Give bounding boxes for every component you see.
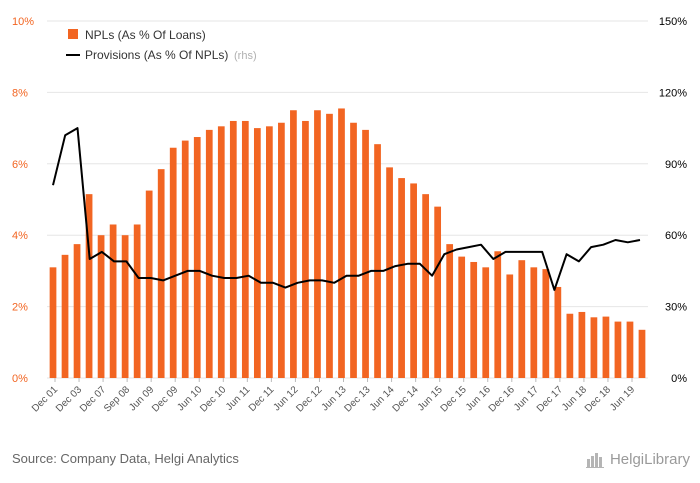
legend-label-provisions: Provisions (As % Of NPLs) (85, 48, 228, 62)
npl-bar (410, 183, 417, 378)
npl-bar (290, 110, 297, 378)
y-right-tick-label: 120% (659, 87, 687, 99)
npl-bar (133, 224, 141, 378)
npl-bar (121, 235, 129, 378)
y-right-tick-label: 150% (659, 16, 687, 28)
npl-bar (530, 267, 538, 378)
npl-bar (97, 235, 105, 378)
x-tick-label: Dec 17 (535, 384, 565, 414)
npl-bar (566, 313, 574, 378)
npl-bar (422, 194, 429, 378)
x-tick-label: Dec 18 (583, 384, 613, 414)
brand-logo[interactable]: HelgiLibrary (585, 450, 690, 468)
y-right-tick-label: 60% (665, 230, 687, 242)
npl-bar (193, 137, 201, 378)
npl-bar (229, 120, 237, 379)
library-icon (585, 453, 604, 468)
npl-bar (446, 244, 454, 378)
x-tick-label: Dec 09 (150, 384, 180, 414)
y-left-tick-label: 2% (12, 302, 28, 314)
npl-bar (217, 126, 225, 378)
x-tick-label: Dec 14 (391, 384, 421, 414)
npl-bar (253, 128, 261, 378)
x-tick-label: Dec 16 (487, 384, 517, 414)
npl-bar (350, 122, 357, 379)
npl-bar (169, 147, 177, 378)
source-note: Source: Company Data, Helgi Analytics (12, 451, 239, 466)
npl-bar (494, 251, 502, 378)
npl-bar (362, 129, 369, 378)
legend-swatch-npl (68, 29, 78, 39)
y-left-tick-label: 8% (12, 87, 28, 99)
npl-bar (638, 329, 646, 378)
y-right-tick-label: 90% (665, 159, 687, 171)
npl-bar (626, 321, 634, 378)
npl-bar (614, 321, 622, 378)
npl-bar (145, 190, 153, 378)
npl-bar (266, 126, 273, 378)
x-tick-label: Dec 13 (342, 384, 372, 414)
npl-bar (434, 206, 442, 378)
npl-bar (386, 167, 393, 378)
npl-bar (241, 120, 249, 379)
npl-bar (181, 140, 189, 378)
x-tick-label: Dec 15 (439, 384, 469, 414)
npl-bar (602, 316, 610, 378)
npl-bar (554, 286, 562, 378)
npl-bar (157, 169, 165, 378)
x-tick-label: Dec 12 (294, 384, 324, 414)
y-left-tick-label: 4% (12, 230, 28, 242)
npl-bar (85, 194, 93, 378)
y-left-tick-label: 6% (12, 159, 28, 171)
y-right-tick-label: 30% (665, 302, 687, 314)
y-right-tick-label: 0% (671, 373, 687, 385)
npl-bar (470, 261, 478, 378)
npl-bar (374, 144, 381, 378)
npl-bar (578, 311, 586, 378)
npl-bar (590, 317, 598, 378)
npl-bar (398, 178, 405, 378)
x-tick-label: Jun 19 (608, 384, 637, 413)
npl-bar (542, 269, 550, 378)
x-tick-label: Dec 10 (198, 384, 228, 414)
brand-name: HelgiLibrary (609, 450, 690, 468)
npl-bar (482, 267, 490, 378)
legend-label-npl: NPLs (As % Of Loans) (85, 28, 206, 42)
provisions-line (52, 127, 641, 291)
npl-bar (518, 260, 526, 378)
npl-bar (302, 120, 309, 379)
npl-bar (506, 274, 514, 378)
npl-bar (73, 244, 81, 378)
npl-bar (61, 254, 69, 378)
x-tick-label: Sep 08 (102, 384, 132, 414)
npl-bar (314, 110, 321, 378)
npl-bar (109, 224, 117, 378)
npl-bar (326, 113, 333, 378)
npl-bar (49, 267, 57, 378)
x-tick-label: Dec 11 (247, 384, 277, 414)
npl-bar (458, 256, 466, 378)
y-left-tick-label: 10% (12, 16, 34, 28)
legend-rhs-note: (rhs) (234, 50, 257, 62)
npl-bar (278, 122, 285, 379)
y-left-tick-label: 0% (12, 373, 28, 385)
npl-bar (205, 129, 213, 378)
npl-bar (338, 108, 345, 378)
